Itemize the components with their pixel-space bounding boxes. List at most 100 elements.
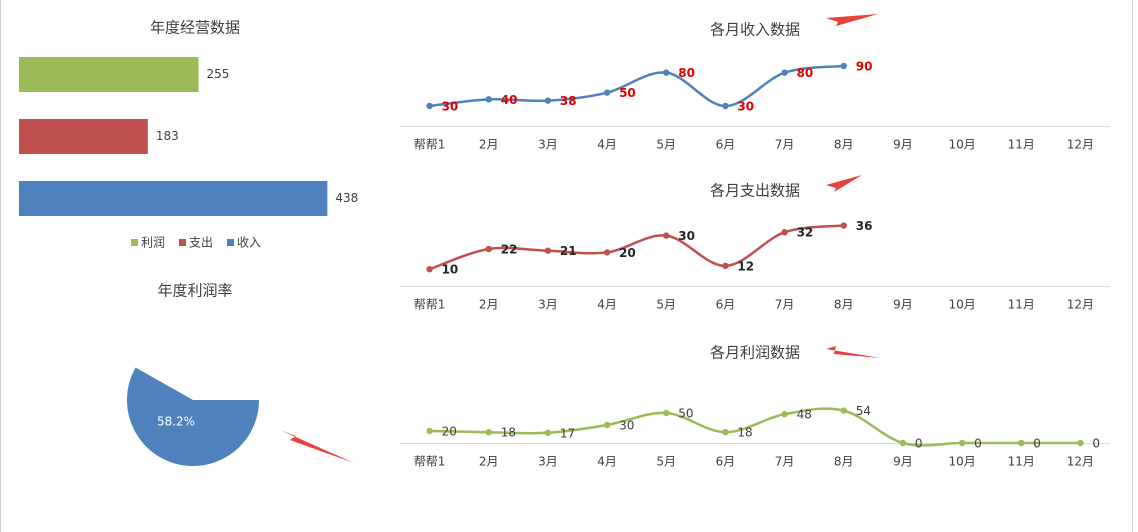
data-label: 30 [619,419,634,433]
x-tick-label: 帮帮1 [414,455,446,469]
x-tick-label: 7月 [775,138,795,152]
data-point [603,421,611,429]
x-tick-label: 10月 [948,138,975,152]
data-label: 18 [501,426,516,440]
data-point [603,249,611,256]
data-point [485,429,492,436]
legend-label: 收入 [237,236,261,250]
data-label: 32 [797,226,814,240]
data-point [899,439,907,447]
arrow [826,175,862,192]
x-tick-label: 10月 [948,455,975,469]
data-label: 54 [856,404,871,418]
data-point [958,439,966,447]
x-tick-label: 4月 [597,455,617,469]
data-point [722,262,729,270]
data-label: 18 [737,426,752,440]
data-label: 50 [678,407,693,421]
data-label: 17 [560,426,575,440]
x-tick-label: 5月 [656,298,676,312]
x-tick-label: 6月 [716,138,736,152]
line-series [429,64,844,108]
data-label: 0 [974,437,982,451]
x-tick-label: 帮帮1 [414,138,446,152]
data-label: 50 [619,86,636,100]
x-tick-label: 11月 [1008,455,1035,469]
data-label: 38 [560,94,577,108]
data-point [840,62,847,70]
x-tick-label: 3月 [538,298,558,312]
data-label: 22 [501,243,518,257]
data-point [840,407,847,414]
data-label: 0 [1092,437,1100,451]
data-label: 12 [737,259,754,273]
x-tick-label: 4月 [597,138,617,152]
legend-swatch [179,239,186,246]
legend-swatch [131,239,138,246]
data-label: 20 [619,246,636,260]
legend-swatch [227,239,234,246]
x-tick-label: 7月 [775,455,795,469]
arrow [280,430,354,463]
bar-value-label: 255 [207,67,230,81]
data-point [603,89,611,96]
x-tick-label: 8月 [834,455,854,469]
x-tick-label: 12月 [1067,138,1094,152]
legend-label: 支出 [189,236,213,250]
x-tick-label: 8月 [834,298,854,312]
chart-title: 各月收入数据 [710,21,800,39]
x-tick-label: 6月 [716,298,736,312]
data-label: 21 [560,244,577,258]
arrow [826,346,880,358]
x-tick-label: 4月 [597,298,617,312]
data-label: 36 [856,219,873,233]
x-tick-label: 3月 [538,138,558,152]
data-point [722,102,729,110]
data-point [544,429,552,436]
chart-title: 各月利润数据 [710,344,800,362]
bar-value-label: 183 [156,129,179,143]
data-label: 48 [797,408,812,422]
data-label: 20 [442,425,457,439]
pie-value-label: 58.2% [157,415,195,429]
x-tick-label: 2月 [479,455,499,469]
data-point [1018,439,1025,447]
x-tick-label: 6月 [716,455,736,469]
data-point [485,245,492,253]
bar [19,181,328,216]
data-point [722,429,729,436]
x-tick-label: 5月 [656,138,676,152]
bar [19,119,148,154]
bar [19,57,199,92]
x-tick-label: 12月 [1067,298,1094,312]
bar-value-label: 438 [335,191,358,205]
data-label: 10 [442,263,459,277]
data-point [781,229,788,236]
chart-title: 各月支出数据 [710,182,800,200]
line-series [429,407,1081,447]
x-tick-label: 12月 [1067,455,1094,469]
legend-label: 利润 [141,236,165,250]
data-point [663,409,670,417]
chart-title: 年度经营数据 [150,19,240,37]
data-label: 0 [1033,437,1041,451]
data-point [426,266,433,273]
data-point [781,69,788,76]
x-tick-label: 帮帮1 [414,298,446,312]
data-point [544,247,552,254]
data-label: 80 [678,66,695,80]
data-label: 30 [737,100,754,114]
x-tick-label: 11月 [1008,298,1035,312]
data-label: 30 [442,100,459,114]
data-label: 0 [915,437,923,451]
line-series [429,224,844,271]
data-point [663,69,670,76]
x-tick-label: 5月 [656,455,676,469]
x-tick-label: 2月 [479,298,499,312]
x-tick-label: 11月 [1008,138,1035,152]
x-tick-label: 3月 [538,455,558,469]
x-tick-label: 9月 [893,298,913,312]
data-point [840,222,847,229]
x-tick-label: 7月 [775,298,795,312]
